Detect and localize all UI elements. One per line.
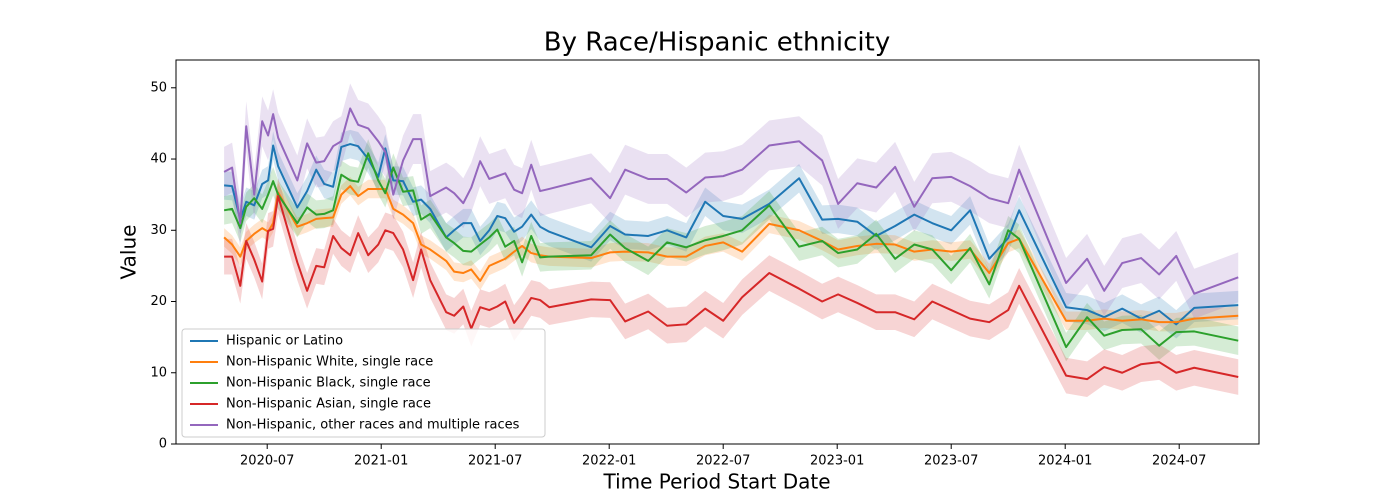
legend-label: Non-Hispanic, other races and multiple r…: [226, 418, 520, 433]
y-axis-label: Value: [117, 225, 141, 280]
legend-box: [181, 328, 546, 438]
confidence-band: [224, 139, 1239, 362]
legend-label: Hispanic or Latino: [226, 334, 343, 349]
legend-label: Non-Hispanic White, single race: [226, 355, 433, 370]
series-line: [223, 107, 1239, 295]
confidence-band: [224, 176, 1239, 332]
confidence-band: [224, 129, 1239, 339]
y-tick-label: 30: [150, 223, 167, 238]
y-tick-label: 20: [150, 294, 167, 309]
x-axis-label: Time Period Start Date: [602, 470, 830, 494]
x-tick-label: 2023-07: [924, 454, 978, 469]
x-tick-label: 2020-07: [240, 454, 294, 469]
x-tick-label: 2022-01: [582, 454, 636, 469]
confidence-band: [224, 178, 1239, 397]
series-line: [224, 143, 1239, 326]
series-line: [224, 195, 1239, 381]
y-tick-label: 50: [150, 80, 167, 95]
series-line: [223, 152, 1239, 349]
x-tick-label: 2021-07: [468, 454, 522, 469]
plot-frame: [175, 59, 1260, 445]
legend-label: Non-Hispanic Black, single race: [226, 376, 431, 391]
x-tick-label: 2021-01: [354, 454, 408, 469]
x-tick-label: 2024-01: [1038, 454, 1092, 469]
y-tick-label: 40: [150, 152, 167, 167]
y-tick-label: 10: [150, 365, 167, 380]
x-tick-label: 2022-07: [696, 454, 750, 469]
chart-title: By Race/Hispanic ethnicity: [544, 28, 890, 58]
y-tick-label: 0: [159, 437, 167, 452]
x-tick-label: 2023-01: [810, 454, 864, 469]
legend-label: Non-Hispanic Asian, single race: [226, 397, 431, 412]
confidence-band: [224, 83, 1239, 319]
x-tick-label: 2024-07: [1152, 454, 1206, 469]
